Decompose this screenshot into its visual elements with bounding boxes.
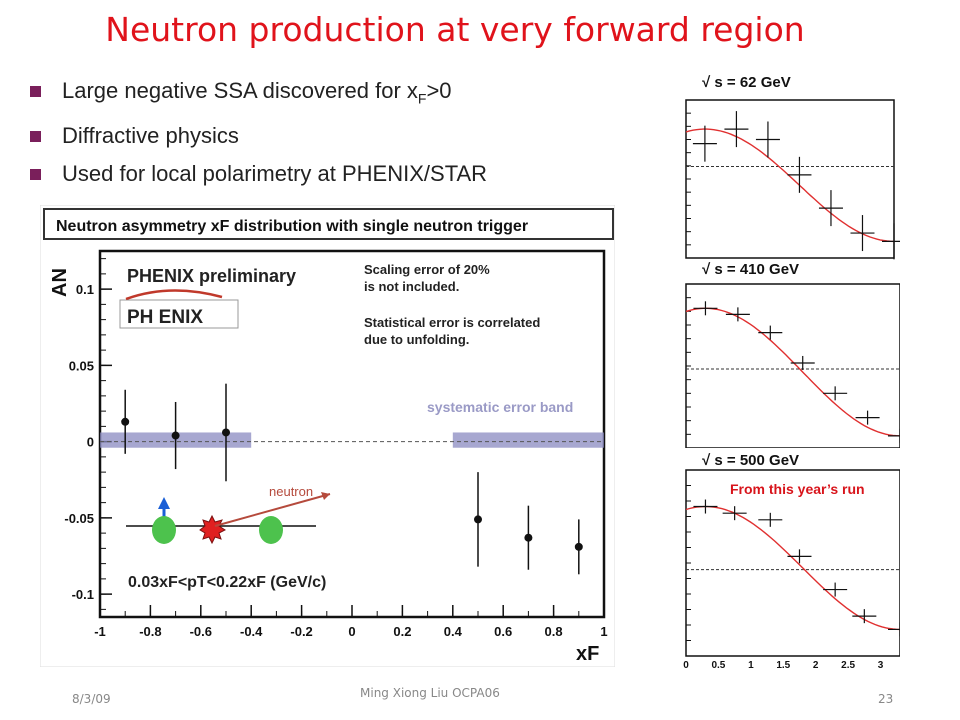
x-tick-label: 0.6: [494, 624, 512, 639]
panel-x-tick-label: 2: [813, 660, 819, 671]
panel-tick-labels: 0 0.5 1 1.5 2 2.5 3: [683, 660, 884, 671]
panel-x-tick-label: 2.5: [841, 660, 855, 671]
data-point: [574, 542, 583, 551]
note-stat-1: Statistical error is correlated: [364, 315, 540, 330]
bullet-item: Diffractive physics: [30, 123, 487, 149]
y-tick-label: 0: [87, 435, 94, 450]
note-scaling-2: is not included.: [364, 279, 459, 294]
x-tick-label: 1: [600, 624, 607, 639]
bullet-text-post: >0: [426, 78, 452, 103]
band-label: systematic error band: [427, 399, 573, 415]
panel-frame: [685, 469, 900, 657]
pt-cut-label: 0.03xF<pT<0.22xF (GeV/c): [128, 574, 326, 591]
x-tick-label: -0.8: [139, 624, 161, 639]
tick-labels: -1 -0.8 -0.6 -0.4 -0.2 0 0.2 0.4 0.6 0.8 1 0.1 0.05 0…: [64, 282, 607, 639]
x-tick-label: 0.8: [545, 624, 563, 639]
panel-label: √ s = 500 GeV: [702, 452, 799, 469]
proton-right-icon: [259, 516, 283, 544]
collision-star-icon: [199, 514, 226, 545]
panel-label: √ s = 62 GeV: [702, 74, 791, 91]
footer-author: Ming Xiong Liu OCPA06: [360, 686, 500, 700]
chart-title: Neutron asymmetry xF distribution with s…: [56, 218, 528, 235]
y-tick-label: -0.05: [64, 511, 94, 526]
x-tick-label: -0.6: [190, 624, 212, 639]
systematic-band: [452, 432, 604, 448]
neutron-label: neutron: [269, 484, 313, 499]
preliminary-label: PHENIX preliminary: [127, 266, 296, 286]
data-point: [474, 515, 482, 524]
bullet-square-icon: [30, 86, 41, 97]
x-tick-label: -1: [94, 624, 106, 639]
bullet-square-icon: [30, 169, 41, 181]
data-points: [121, 383, 583, 575]
data-point: [121, 417, 130, 426]
y-tick-label: 0.05: [69, 358, 94, 373]
panel-500gev: √ s = 500 GeV From this year’s run 0 0.5 1…: [683, 452, 900, 671]
panel-410gev: √ s = 410 GeV: [685, 261, 900, 448]
panel-x-tick-label: 1.5: [776, 660, 790, 671]
x-tick-label: -0.2: [290, 624, 312, 639]
bullet-text: Used for local polarimetry at PHENIX/STA…: [62, 161, 488, 187]
bullet-subscript: F: [417, 90, 427, 107]
y-axis-label: AN: [49, 268, 71, 297]
panel-x-tick-label: 3: [878, 660, 884, 671]
data-point: [524, 533, 533, 542]
bullet-item: Large negative SSA discovered for xF>0: [30, 78, 487, 111]
x-tick-label: 0: [348, 624, 355, 639]
panel-label: √ s = 410 GeV: [702, 261, 799, 278]
bullet-square-icon: [30, 131, 41, 143]
bullet-text: Large negative SSA discovered for x: [62, 78, 418, 103]
y-tick-label: 0.1: [76, 282, 94, 297]
asymmetry-chart: Neutron asymmetry xF distribution with s…: [40, 205, 615, 667]
x-tick-label: 0.2: [393, 624, 411, 639]
bullet-text: Diffractive physics: [62, 123, 239, 149]
x-tick-label: 0.4: [444, 624, 463, 639]
x-tick-label: -0.4: [240, 624, 263, 639]
panel-sublabel: From this year’s run: [730, 481, 865, 497]
x-axis-label: xF: [576, 643, 599, 665]
panel-62gev: √ s = 62 GeV: [685, 74, 900, 260]
panel-x-tick-label: 1: [748, 660, 754, 671]
phenix-logo: PH ENIX: [119, 289, 239, 329]
panel-x-tick-label: 0.5: [711, 660, 725, 671]
tick-marks: [99, 258, 605, 617]
svg-text:PH ENIX: PH ENIX: [127, 307, 203, 328]
data-point: [222, 428, 230, 437]
fit-curve: [685, 128, 895, 243]
bullet-item: Used for local polarimetry at PHENIX/STA…: [30, 161, 487, 187]
chart-title-box: [43, 208, 614, 240]
note-stat-2: due to unfolding.: [364, 332, 469, 347]
collision-diagram: neutron: [126, 484, 331, 545]
panel-x-tick-label: 0: [683, 660, 689, 671]
footer-page-number: 23: [878, 692, 894, 706]
note-scaling-1: Scaling error of 20%: [364, 262, 490, 277]
bullet-list: Large negative SSA discovered for xF>0 D…: [30, 78, 487, 199]
footer-date: 8/3/09: [72, 692, 111, 706]
y-tick-label: -0.1: [72, 587, 94, 602]
panel-frame: [685, 283, 900, 448]
fit-curve: [685, 307, 900, 437]
data-point: [171, 431, 180, 440]
slide-title: Neutron production at very forward regio…: [105, 10, 805, 49]
proton-left-icon: [152, 516, 176, 544]
